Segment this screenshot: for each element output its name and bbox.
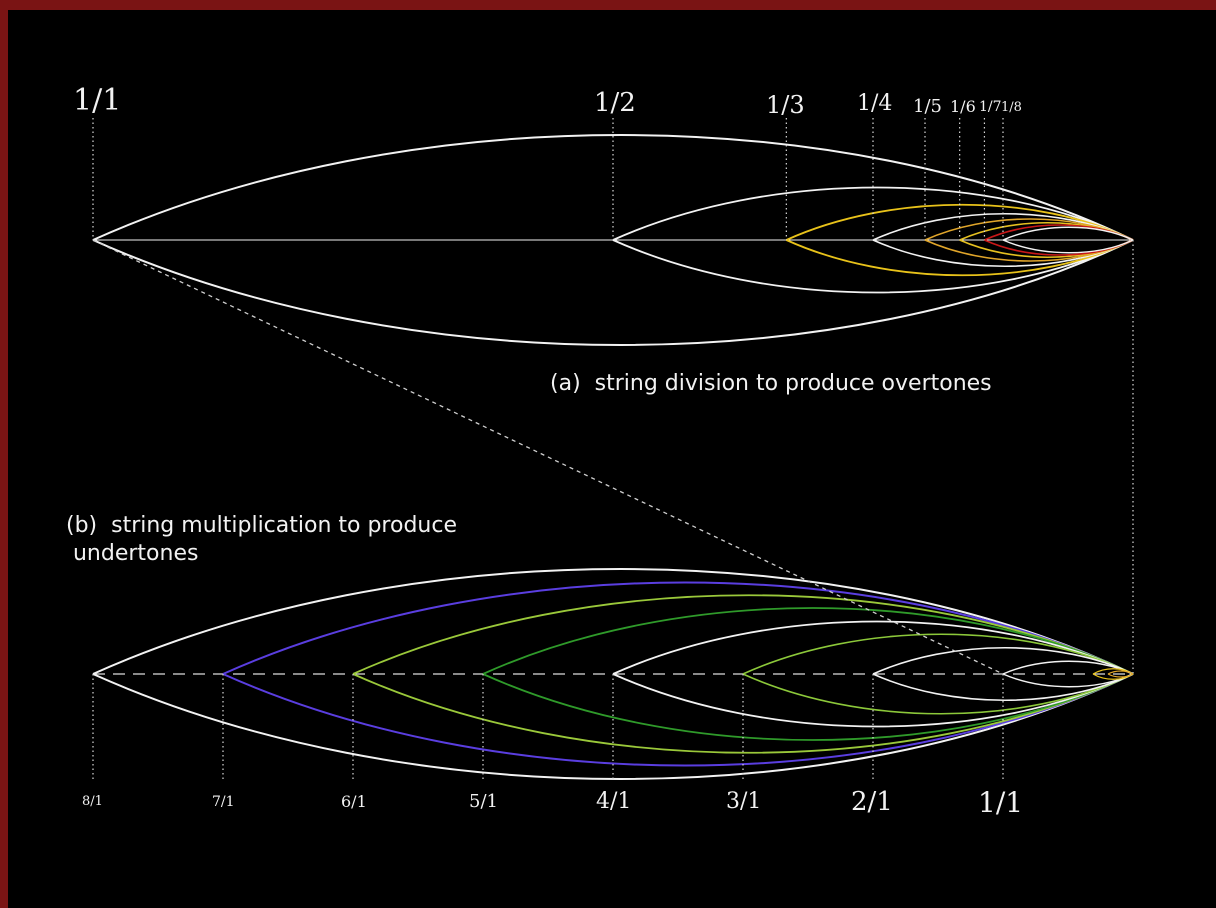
- overtone-label-1-1: 1/1: [73, 83, 122, 118]
- undertone-arc-4-1-upper: [612, 620, 1134, 675]
- overtone-arc-1-8-upper: [1002, 226, 1134, 241]
- undertone-arc-2-1-lower: [872, 673, 1134, 701]
- undertone-arc-5-1-upper: [482, 607, 1134, 675]
- undertone-arc-2-1-upper: [872, 647, 1134, 675]
- overtone-arc-1-8-lower: [1002, 239, 1134, 254]
- undertone-arc-8-1-upper: [92, 568, 1134, 675]
- overtone-arc-1-2-lower: [612, 239, 1134, 294]
- overtone-label-1-5: 1/5: [913, 96, 942, 117]
- undertone-label-1-1: 1/1: [978, 786, 1024, 819]
- caption-undertones-line2: undertones: [66, 541, 199, 566]
- undertone-label-7-1: 7/1: [212, 794, 235, 810]
- caption-undertones-line1: (b) string multiplication to produce: [66, 513, 457, 538]
- undertone-arc-3-1-lower: [742, 673, 1134, 715]
- undertone-echo-tiny-upper: [1107, 670, 1134, 675]
- undertone-label-5-1: 5/1: [469, 791, 498, 812]
- undertone-arc-7-1-lower: [222, 673, 1134, 767]
- undertone-arc-6-1-upper: [352, 594, 1134, 675]
- overtone-label-1-6: 1/6: [950, 97, 976, 116]
- undertone-label-3-1: 3/1: [726, 789, 762, 814]
- undertone-label-6-1: 6/1: [341, 792, 367, 811]
- scale-connector-diagonal: [92, 239, 1004, 675]
- undertone-arc-7-1-upper: [222, 581, 1134, 675]
- caption-overtones: (a) string division to produce overtones: [550, 371, 992, 396]
- overtone-arc-1-3-lower: [785, 239, 1134, 277]
- undertone-label-2-1: 2/1: [851, 787, 893, 817]
- undertone-label-4-1: 4/1: [596, 789, 632, 814]
- undertone-arc-5-1-lower: [482, 673, 1134, 741]
- undertone-arc-3-1-upper: [742, 633, 1134, 675]
- undertone-arc-4-1-lower: [612, 673, 1134, 728]
- overtone-arc-1-2-upper: [612, 186, 1134, 241]
- undertone-arc-6-1-lower: [352, 673, 1134, 754]
- overtone-label-1-8: 1/8: [1001, 100, 1022, 115]
- overtone-arc-1-3-upper: [785, 203, 1134, 241]
- overtone-label-1-7: 1/7: [979, 99, 1002, 115]
- undertone-echo-tiny-lower: [1107, 673, 1134, 678]
- undertone-label-8-1: 8/1: [82, 794, 103, 809]
- undertone-arc-8-1-lower: [92, 673, 1134, 780]
- overtone-arc-1-1-lower: [92, 239, 1134, 346]
- overtone-label-1-4: 1/4: [857, 91, 893, 116]
- overtone-label-1-2: 1/2: [594, 88, 636, 118]
- overtone-arc-1-1-upper: [92, 134, 1134, 241]
- overtone-label-1-3: 1/3: [766, 91, 805, 119]
- overtone-undertone-diagram: [92, 118, 1134, 782]
